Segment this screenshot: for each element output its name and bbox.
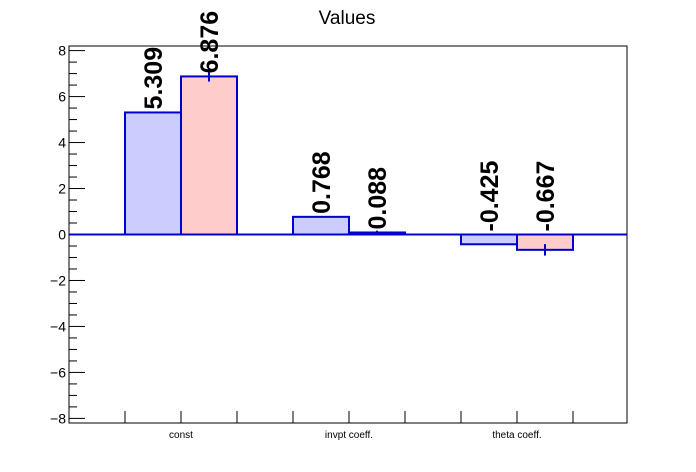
- bar: [124, 111, 182, 236]
- y-tick-label: −2: [50, 272, 66, 288]
- data-label: 0.768: [308, 151, 336, 214]
- data-label: 0.088: [364, 167, 392, 230]
- plot-area: −8 −6 −4 −2 0 2 4 6 8 const invpt coeff. theta coef…: [50, 11, 628, 441]
- y-tick-label: −8: [50, 410, 66, 426]
- data-label: 6.876: [196, 11, 224, 74]
- x-tick-label: const: [169, 430, 193, 441]
- bar: [292, 215, 350, 236]
- y-tick-label: 2: [58, 181, 66, 197]
- y-tick-label: 0: [58, 227, 66, 243]
- bar: [180, 75, 238, 236]
- y-tick-label: 8: [58, 43, 66, 59]
- data-label: 5.309: [140, 47, 168, 110]
- y-tick-label: −4: [50, 318, 66, 334]
- x-tick-label: theta coeff.: [492, 430, 541, 441]
- bar: [460, 233, 518, 246]
- data-label: -0.667: [532, 161, 560, 232]
- chart-title: Values: [319, 8, 376, 29]
- data-label: -0.425: [476, 161, 504, 232]
- y-tick-label: −6: [50, 364, 66, 380]
- y-tick-label: 4: [58, 135, 66, 151]
- x-tick-label: invpt coeff.: [325, 430, 373, 441]
- y-tick-label: 6: [58, 89, 66, 105]
